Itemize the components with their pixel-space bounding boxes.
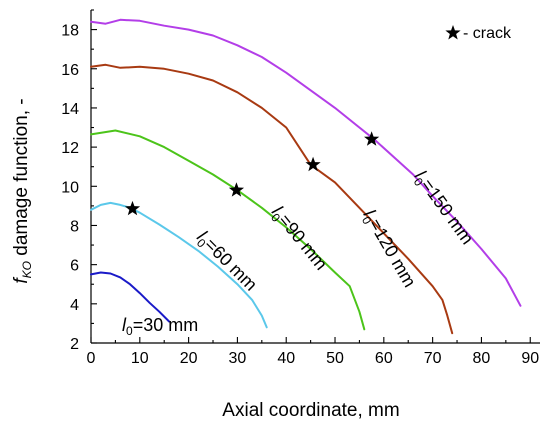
curve-label-l0-60: l0=60 mm xyxy=(191,227,261,297)
x-tick-label: 10 xyxy=(131,350,149,367)
y-axis: 2 4 6 8 10 12 14 16 18 xyxy=(61,9,97,353)
series-group xyxy=(90,18,522,335)
y-tick-label: 14 xyxy=(61,101,79,118)
curve-label-l0-120: l0=120 mm xyxy=(357,206,420,292)
x-tick-label: 90 xyxy=(521,350,539,367)
curve-label-l0-30-subscript: 0 xyxy=(126,324,133,338)
x-tick-label: 50 xyxy=(326,350,344,367)
x-tick-label: 60 xyxy=(375,350,393,367)
curve-label-l0-60-text: =60 mm xyxy=(201,234,261,294)
y-tick-label: 2 xyxy=(70,336,79,353)
curve-label-l0-150-text: =150 mm xyxy=(417,175,478,248)
x-tick-label: 80 xyxy=(473,350,491,367)
y-tick-label: 4 xyxy=(70,297,79,314)
x-ticks: 0 10 20 30 40 50 60 70 80 90 xyxy=(87,337,539,367)
x-axis: 0 10 20 30 40 50 60 70 80 90 xyxy=(87,337,540,367)
series-line-2 xyxy=(90,129,366,331)
y-tick-label: 8 xyxy=(70,218,79,235)
legend-label: - crack xyxy=(463,25,512,42)
x-axis-title: Axial coordinate, mm xyxy=(222,400,399,421)
series-line-4 xyxy=(90,18,522,307)
curve-label-l0-90: l0=90 mm xyxy=(266,202,332,276)
y-axis-title-symbol: f xyxy=(11,277,32,284)
y-tick-label: 18 xyxy=(61,23,79,40)
curve-label-l0-30-symbol: l xyxy=(122,315,127,335)
x-tick-label: 30 xyxy=(229,350,247,367)
crack-star-marker xyxy=(124,200,141,216)
star-icon xyxy=(445,25,461,40)
x-tick-label: 20 xyxy=(180,350,198,367)
x-tick-label: 70 xyxy=(424,350,442,367)
curve-label-l0-120-text: =120 mm xyxy=(365,215,420,290)
curve-label-l0-90-text: =90 mm xyxy=(275,210,332,274)
series-line-3 xyxy=(90,63,454,335)
y-tick-label: 16 xyxy=(61,62,79,79)
crack-star-marker xyxy=(305,156,321,172)
y-tick-label: 10 xyxy=(61,179,79,196)
y-axis-title-subscript: KO xyxy=(20,261,34,278)
y-axis-title: fKO damage function, - xyxy=(11,98,34,283)
y-ticks: 2 4 6 8 10 12 14 16 18 xyxy=(61,9,97,353)
curve-label-l0-30-text: =30 mm xyxy=(133,315,199,335)
y-tick-label: 6 xyxy=(70,258,79,275)
y-tick-label: 12 xyxy=(61,140,79,157)
crack-star-marker xyxy=(364,131,380,146)
x-tick-label: 40 xyxy=(277,350,295,367)
x-tick-label: 0 xyxy=(87,350,96,367)
curve-label-l0-30: l0=30 mm xyxy=(122,315,198,338)
series-line-1 xyxy=(90,201,268,329)
y-axis-title-rest: damage function, - xyxy=(11,98,32,261)
crack-markers xyxy=(124,131,380,216)
legend: - crack xyxy=(445,25,512,42)
series-line-0 xyxy=(90,271,171,323)
curve-label-l0-150: l0=150 mm xyxy=(408,167,477,250)
crack-star-marker xyxy=(228,182,245,197)
